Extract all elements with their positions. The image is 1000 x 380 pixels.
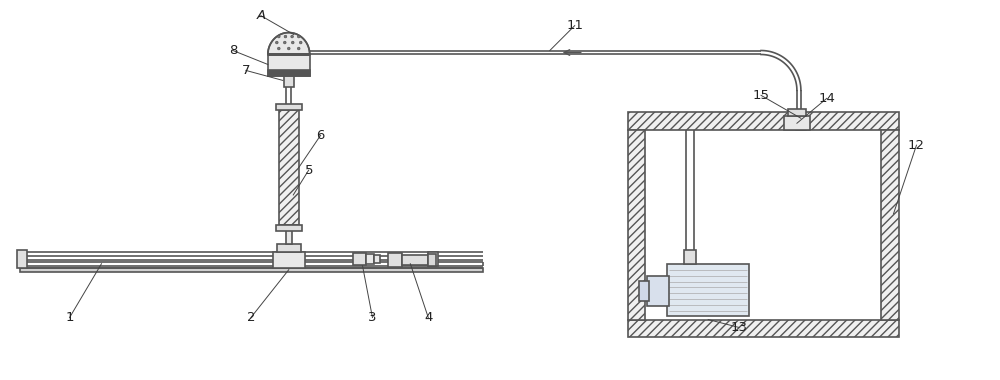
Text: 15: 15 <box>753 89 770 102</box>
Bar <box>17 250 27 268</box>
Bar <box>628 130 645 320</box>
Bar <box>647 276 669 306</box>
Text: 11: 11 <box>566 19 583 32</box>
Circle shape <box>276 41 278 44</box>
Circle shape <box>278 35 280 38</box>
Text: 2: 2 <box>247 311 255 324</box>
Bar <box>279 110 299 225</box>
Text: 6: 6 <box>316 129 325 142</box>
Bar <box>284 73 294 87</box>
Circle shape <box>297 35 300 38</box>
Text: 8: 8 <box>229 44 237 57</box>
Bar <box>796 118 806 130</box>
Bar <box>388 253 402 267</box>
Circle shape <box>284 35 287 38</box>
Bar <box>268 54 310 76</box>
Bar <box>273 252 305 268</box>
Circle shape <box>278 47 280 50</box>
Bar <box>353 253 366 265</box>
Polygon shape <box>268 33 310 54</box>
Bar <box>366 254 374 264</box>
Bar <box>286 170 292 244</box>
Text: A: A <box>256 9 265 22</box>
Bar <box>667 264 749 315</box>
Bar <box>788 109 806 116</box>
Circle shape <box>297 47 300 50</box>
Text: 14: 14 <box>818 92 835 105</box>
Text: 4: 4 <box>424 311 432 324</box>
Circle shape <box>291 41 294 44</box>
Text: 13: 13 <box>731 321 748 334</box>
Bar <box>639 281 649 301</box>
Bar <box>20 268 483 272</box>
Circle shape <box>283 41 286 44</box>
Bar <box>276 105 302 110</box>
Bar <box>268 70 310 76</box>
Bar <box>684 250 696 264</box>
Text: 12: 12 <box>908 139 925 152</box>
Bar <box>277 244 301 252</box>
Bar <box>428 254 436 266</box>
Text: 3: 3 <box>368 311 377 324</box>
Bar <box>628 112 899 130</box>
Circle shape <box>299 41 302 44</box>
Bar <box>402 255 428 265</box>
Bar <box>881 130 899 320</box>
Text: 5: 5 <box>304 163 313 177</box>
Bar <box>374 255 380 263</box>
Text: 7: 7 <box>242 64 250 77</box>
Bar <box>428 252 438 266</box>
Bar <box>784 116 810 130</box>
Bar <box>628 320 899 337</box>
Text: 1: 1 <box>65 311 74 324</box>
Circle shape <box>291 35 293 38</box>
Bar <box>276 225 302 231</box>
Circle shape <box>287 47 290 50</box>
